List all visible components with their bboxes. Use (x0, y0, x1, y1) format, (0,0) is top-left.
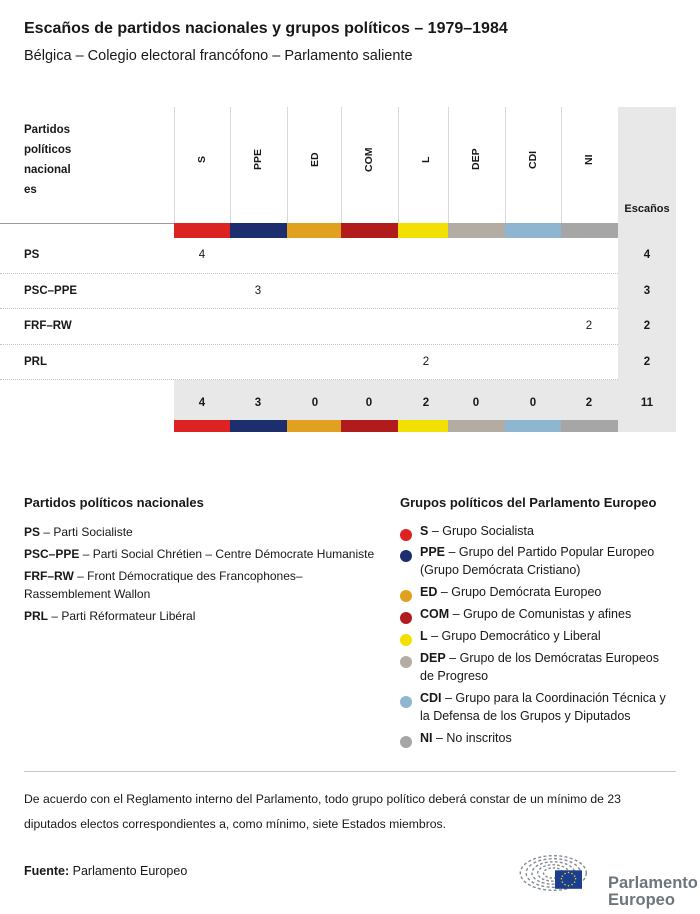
svg-text:Europeo: Europeo (608, 891, 675, 909)
svg-text:Parlamento: Parlamento (608, 874, 698, 892)
